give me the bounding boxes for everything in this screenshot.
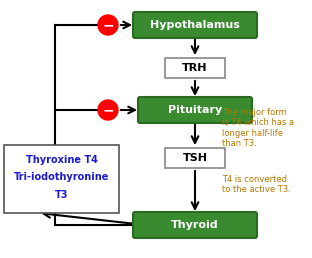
FancyBboxPatch shape [133, 12, 257, 38]
Bar [165, 58, 225, 78]
Text: −: − [102, 103, 114, 117]
Bar [4, 145, 119, 213]
Text: Hypothalamus: Hypothalamus [150, 20, 240, 30]
Text: Thyroxine T4: Thyroxine T4 [26, 155, 97, 165]
Text: −: − [102, 19, 114, 33]
FancyBboxPatch shape [138, 97, 252, 123]
Text: Thyroid: Thyroid [171, 220, 219, 230]
Text: Tri-iodothyronine: Tri-iodothyronine [14, 172, 109, 182]
FancyBboxPatch shape [133, 212, 257, 238]
Text: TRH: TRH [182, 63, 208, 73]
Text: T4 is converted
to the active T3.: T4 is converted to the active T3. [222, 175, 291, 194]
Circle shape [98, 15, 118, 35]
Text: The major form
is T4 which has a
longer half-life
than T3.: The major form is T4 which has a longer … [222, 108, 294, 148]
Text: TSH: TSH [183, 153, 207, 163]
Bar [165, 148, 225, 168]
Text: T3: T3 [55, 190, 68, 200]
Circle shape [98, 100, 118, 120]
Text: Pituitary: Pituitary [168, 105, 222, 115]
